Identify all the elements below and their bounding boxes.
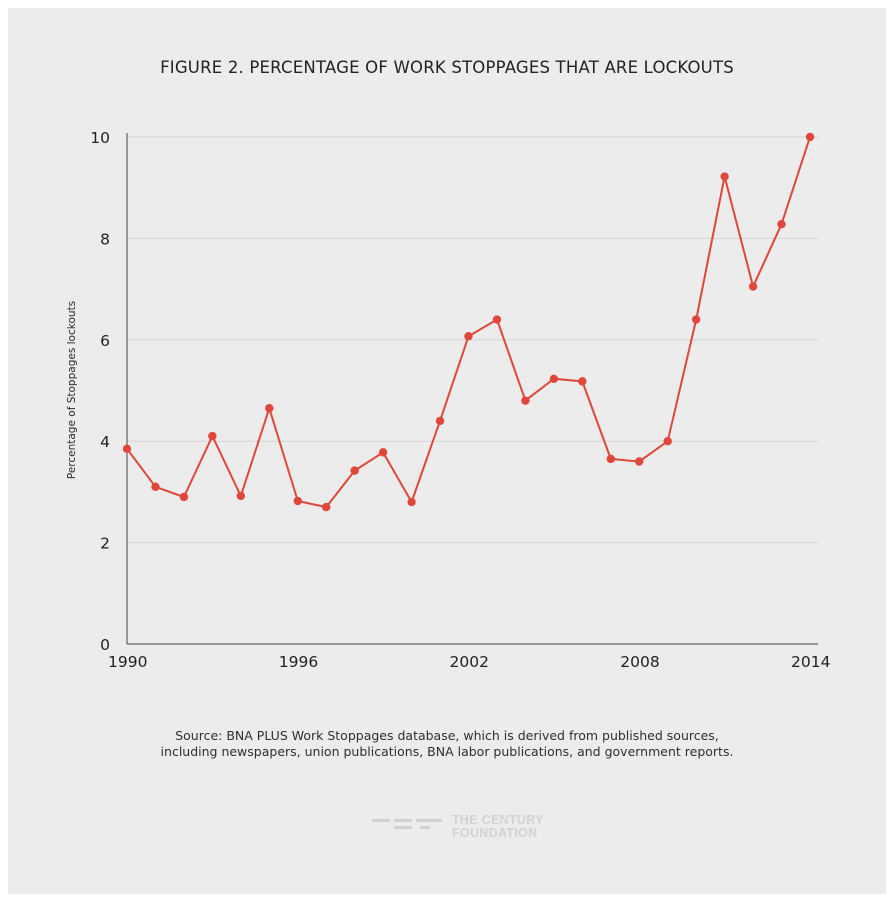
data-point-1993 — [208, 431, 217, 441]
data-point-2013 — [777, 220, 786, 229]
logo-line-1: THE CENTURY — [452, 813, 544, 827]
data-point-1996 — [293, 496, 302, 506]
y-tick-label-4: 4 — [100, 433, 110, 451]
data-point-2008 — [635, 457, 644, 466]
source-line-1: Source: BNA PLUS Work Stoppages database… — [175, 728, 719, 743]
series-line-0 — [126, 136, 811, 509]
data-point-1994 — [236, 491, 246, 501]
y-tick-label-8: 8 — [100, 230, 110, 248]
century-foundation-logo: THE CENTURY FOUNDATION — [372, 812, 572, 852]
data-point-1991 — [151, 482, 160, 492]
data-point-2003 — [492, 315, 502, 324]
data-point-2007 — [606, 454, 615, 464]
data-point-2006 — [578, 377, 587, 386]
chart-card — [8, 8, 886, 894]
y-tick-label-6: 6 — [100, 332, 110, 350]
data-point-1999 — [378, 448, 388, 457]
x-tick-label-2008: 2008 — [620, 653, 659, 671]
chart-title: FIGURE 2. PERCENTAGE OF WORK STOPPAGES T… — [160, 58, 734, 77]
data-point-1995 — [265, 404, 274, 413]
data-point-2000 — [407, 497, 416, 507]
x-tick-label-1990: 1990 — [108, 653, 147, 671]
gridlines — [127, 136, 818, 544]
logo-text: THE CENTURY FOUNDATION — [452, 814, 544, 840]
data-point-2014 — [805, 132, 815, 142]
axes: 0 2 4 6 8 10 1990 1996 2002 2008 2014 — [90, 129, 830, 671]
data-point-2001 — [435, 416, 445, 426]
data-point-1992 — [179, 492, 189, 502]
y-tick-label-0: 0 — [100, 636, 110, 654]
y-tick-label-2: 2 — [100, 535, 110, 553]
data-point-2002 — [464, 332, 473, 341]
data-point-2009 — [663, 437, 672, 446]
data-point-2012 — [748, 282, 758, 291]
logo-line-2: FOUNDATION — [452, 826, 538, 840]
source-note: Source: BNA PLUS Work Stoppages database… — [0, 728, 894, 760]
data-point-1998 — [350, 466, 359, 475]
data-point-2004 — [521, 396, 530, 405]
source-line-2: including newspapers, union publications… — [160, 744, 734, 759]
x-tick-label-2002: 2002 — [450, 653, 489, 671]
series-layer — [122, 132, 815, 512]
y-tick-label-10: 10 — [90, 129, 110, 147]
x-tick-label-2014: 2014 — [791, 653, 830, 671]
data-point-2011 — [720, 172, 729, 181]
data-point-2010 — [691, 315, 701, 324]
data-point-1990 — [122, 444, 132, 454]
data-point-1997 — [322, 502, 331, 512]
x-tick-label-1996: 1996 — [279, 653, 318, 671]
data-point-2005 — [549, 374, 559, 384]
logo-mark-icon — [372, 819, 442, 829]
